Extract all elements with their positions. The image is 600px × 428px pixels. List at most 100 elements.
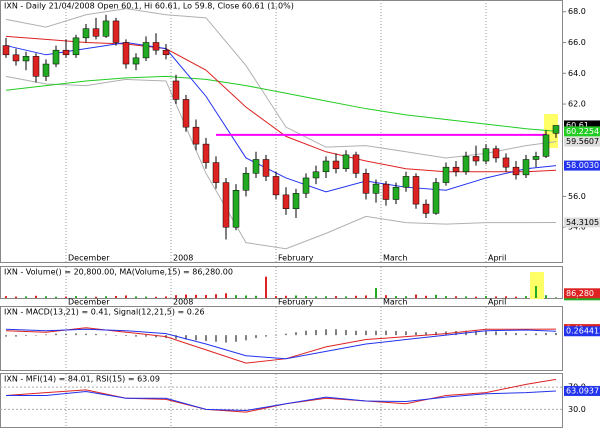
candle-body bbox=[482, 148, 490, 162]
value-label: 86,280 bbox=[566, 289, 594, 298]
y-tick-label: 62.0 bbox=[568, 100, 586, 109]
x-tick-label: April bbox=[488, 254, 506, 263]
candle-body bbox=[152, 42, 160, 51]
volume-bar bbox=[335, 296, 337, 298]
candle-body bbox=[362, 173, 370, 194]
candle-body bbox=[242, 173, 250, 191]
volume-bar bbox=[115, 295, 117, 298]
candle-body bbox=[342, 154, 350, 169]
macd-histogram bbox=[375, 330, 377, 336]
volume-bar bbox=[85, 296, 87, 298]
volume-bar bbox=[525, 296, 527, 298]
volume-bar bbox=[205, 295, 207, 298]
candle-body bbox=[472, 156, 480, 162]
macd-title: IXN - MACD(13,21) = 0.41, Signal(12,21,5… bbox=[4, 308, 205, 317]
macd-histogram bbox=[295, 332, 297, 336]
volume-bar bbox=[195, 294, 197, 298]
candle-body bbox=[352, 154, 360, 174]
volume-bar bbox=[515, 296, 517, 298]
candle-body bbox=[522, 159, 530, 176]
macd-histogram bbox=[415, 332, 417, 336]
macd-histogram bbox=[365, 330, 367, 336]
macd-histogram bbox=[435, 331, 437, 336]
volume-title: IXN - Volume() = 20,800.00, MA(Volume,15… bbox=[4, 268, 233, 277]
volume-bar bbox=[95, 296, 97, 298]
candle-body bbox=[412, 176, 420, 205]
volume-bar bbox=[265, 276, 267, 298]
candle-body bbox=[102, 20, 110, 37]
candle-body bbox=[552, 125, 560, 134]
macd-histogram bbox=[175, 335, 177, 339]
candle-body bbox=[442, 166, 450, 183]
candle-body bbox=[322, 160, 330, 173]
macd-histogram bbox=[145, 335, 147, 337]
candle-body bbox=[312, 171, 320, 179]
candle-body bbox=[392, 186, 400, 200]
volume-bar bbox=[365, 295, 367, 298]
x-tick-label: 2008 bbox=[173, 298, 193, 307]
volume-bar bbox=[25, 296, 27, 298]
volume-bar bbox=[435, 294, 437, 298]
x-tick-label: February bbox=[278, 254, 314, 263]
y-tick-label: 66.0 bbox=[568, 38, 586, 47]
volume-bar bbox=[405, 296, 407, 298]
macd-histogram bbox=[135, 335, 137, 337]
macd-histogram bbox=[125, 335, 127, 336]
candle-body bbox=[172, 80, 180, 100]
candle-body bbox=[542, 134, 550, 157]
value-label: 60.61 bbox=[566, 121, 589, 130]
volume-bar bbox=[105, 296, 107, 298]
macd-histogram bbox=[85, 333, 87, 336]
macd-histogram bbox=[395, 331, 397, 336]
volume-bar bbox=[485, 296, 487, 298]
candle-body bbox=[32, 56, 40, 77]
macd-histogram bbox=[535, 333, 537, 336]
macd-histogram bbox=[255, 335, 257, 339]
macd-histogram bbox=[15, 335, 17, 337]
volume-bar bbox=[395, 296, 397, 298]
candle-body bbox=[302, 177, 310, 194]
macd-histogram bbox=[405, 331, 407, 336]
value-box bbox=[564, 385, 600, 396]
value-box bbox=[564, 160, 600, 171]
volume-bar bbox=[385, 295, 387, 298]
candle-body bbox=[42, 63, 50, 77]
candle-body bbox=[92, 28, 100, 37]
volume-bar bbox=[375, 287, 377, 298]
macd-histogram bbox=[545, 332, 547, 336]
value-box bbox=[564, 136, 600, 147]
macd-histogram bbox=[275, 335, 277, 336]
macd-histogram bbox=[45, 334, 47, 336]
volume-bar bbox=[5, 296, 7, 298]
macd-histogram bbox=[345, 329, 347, 336]
candle-body bbox=[532, 156, 540, 160]
macd-histogram bbox=[55, 333, 57, 336]
volume-bar bbox=[135, 296, 137, 298]
volume-bar bbox=[245, 295, 247, 298]
macd-histogram bbox=[115, 335, 117, 336]
candle-body bbox=[422, 203, 430, 214]
macd-line bbox=[5, 328, 557, 360]
volume-bar bbox=[225, 293, 227, 298]
value-box bbox=[564, 120, 600, 131]
macd-histogram bbox=[515, 332, 517, 336]
volume-bar bbox=[165, 296, 167, 298]
macd-histogram bbox=[35, 335, 37, 336]
volume-bar bbox=[345, 296, 347, 298]
macd-histogram bbox=[185, 335, 187, 340]
value-box bbox=[564, 126, 600, 137]
candle-body bbox=[292, 193, 300, 209]
candle-body bbox=[72, 37, 80, 56]
candle-body bbox=[122, 42, 130, 65]
volume-bar bbox=[425, 295, 427, 298]
candle-body bbox=[22, 56, 30, 62]
volume-bar bbox=[465, 296, 467, 298]
volume-bar bbox=[155, 296, 157, 298]
macd-histogram bbox=[555, 332, 557, 336]
x-tick-label: 2008 bbox=[173, 254, 193, 263]
volume-bar bbox=[505, 296, 507, 298]
candle-body bbox=[232, 190, 240, 228]
volume-bar bbox=[15, 296, 17, 298]
macd-histogram bbox=[65, 333, 67, 336]
candle-body bbox=[112, 20, 120, 43]
